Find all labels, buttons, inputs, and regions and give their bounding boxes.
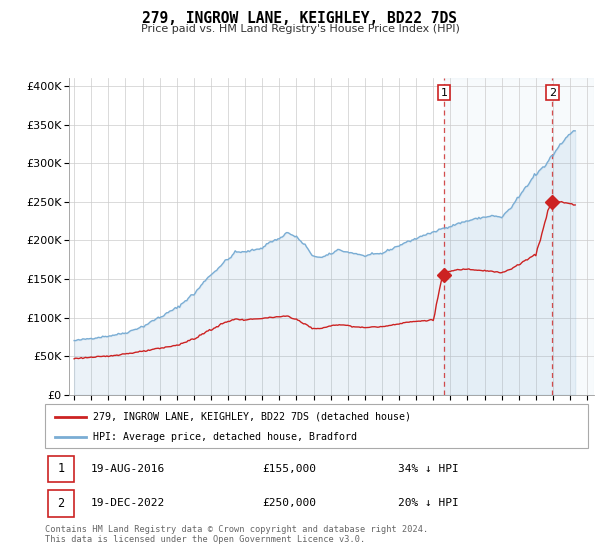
Text: 279, INGROW LANE, KEIGHLEY, BD22 7DS: 279, INGROW LANE, KEIGHLEY, BD22 7DS <box>143 11 458 26</box>
Text: 19-DEC-2022: 19-DEC-2022 <box>91 498 166 508</box>
Text: HPI: Average price, detached house, Bradford: HPI: Average price, detached house, Brad… <box>93 432 357 442</box>
Bar <box>48 490 74 517</box>
Text: £250,000: £250,000 <box>262 498 316 508</box>
Bar <box>444 78 594 395</box>
Text: 20% ↓ HPI: 20% ↓ HPI <box>398 498 459 508</box>
Text: Price paid vs. HM Land Registry's House Price Index (HPI): Price paid vs. HM Land Registry's House … <box>140 24 460 34</box>
Text: 2: 2 <box>549 88 556 97</box>
Text: 34% ↓ HPI: 34% ↓ HPI <box>398 464 459 474</box>
Text: Contains HM Land Registry data © Crown copyright and database right 2024.
This d: Contains HM Land Registry data © Crown c… <box>45 525 428 544</box>
Text: £155,000: £155,000 <box>262 464 316 474</box>
Text: 2: 2 <box>57 497 64 510</box>
Text: 19-AUG-2016: 19-AUG-2016 <box>91 464 166 474</box>
Bar <box>48 455 74 482</box>
Text: 1: 1 <box>440 88 448 97</box>
Text: 279, INGROW LANE, KEIGHLEY, BD22 7DS (detached house): 279, INGROW LANE, KEIGHLEY, BD22 7DS (de… <box>93 412 411 422</box>
Text: 1: 1 <box>57 462 64 475</box>
